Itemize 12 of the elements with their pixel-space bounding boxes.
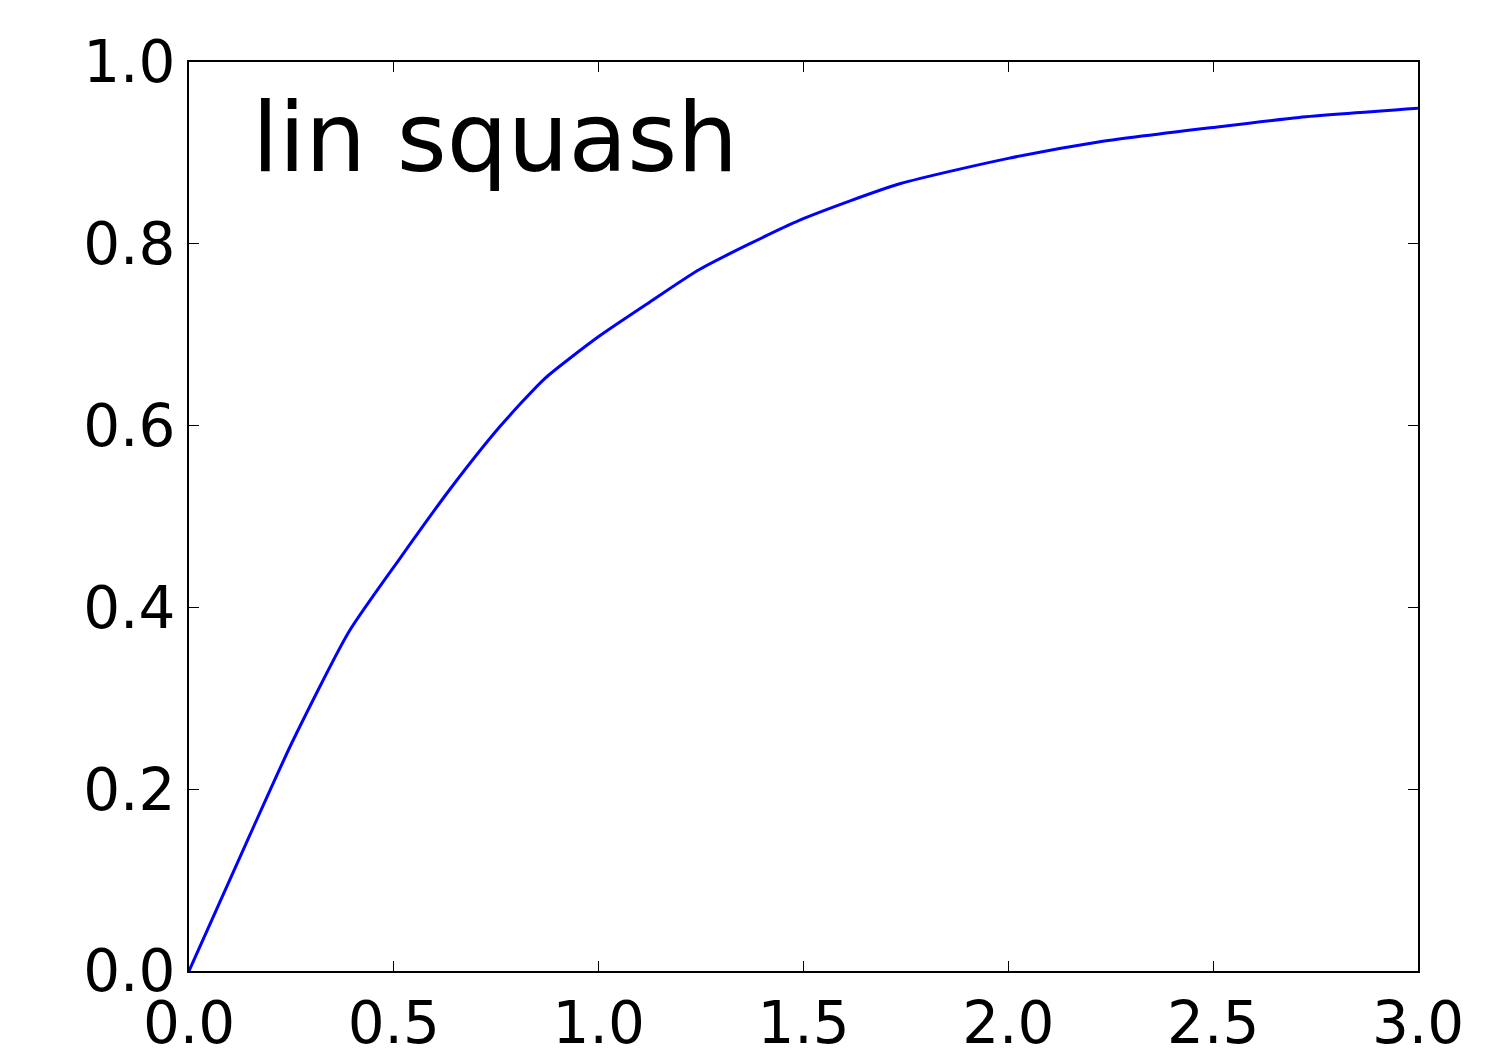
x-tick-label: 0.5 xyxy=(347,988,440,1057)
y-tick-label: 0.4 xyxy=(83,573,176,642)
y-tick-label: 0.8 xyxy=(83,210,176,279)
y-tick-label: 0.6 xyxy=(83,391,176,460)
x-tick-label: 1.0 xyxy=(552,988,645,1057)
x-tick-label: 1.5 xyxy=(757,988,850,1057)
x-tick-label: 2.0 xyxy=(962,988,1055,1057)
y-tick-label: 0.2 xyxy=(83,755,176,824)
x-tick-label: 3.0 xyxy=(1371,988,1465,1057)
x-tick-label: 2.5 xyxy=(1167,988,1260,1057)
y-tick-label: 1.0 xyxy=(83,28,176,97)
annotation: lin squash xyxy=(252,82,739,194)
